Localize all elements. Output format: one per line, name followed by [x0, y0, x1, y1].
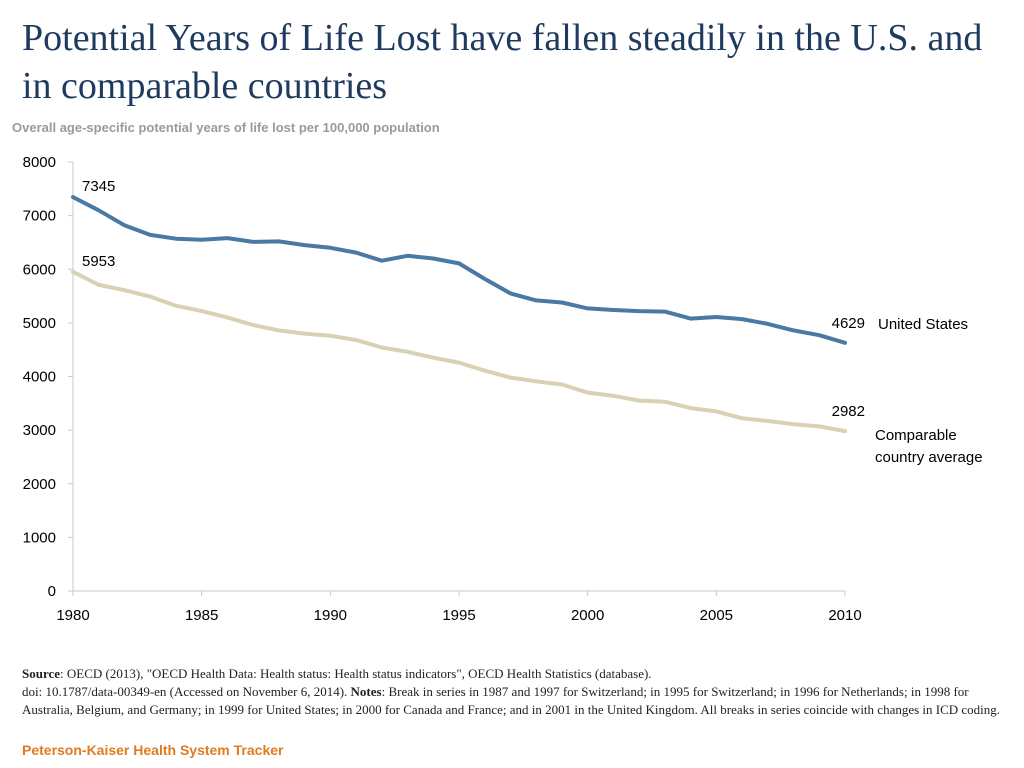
- x-tick-label: 1995: [442, 607, 475, 624]
- brand-logo-text: Peterson-Kaiser Health System Tracker: [22, 742, 284, 758]
- y-tick-label: 2000: [23, 476, 56, 493]
- y-tick-label: 5000: [23, 315, 56, 332]
- data-label-end: 4629: [832, 315, 865, 332]
- y-tick-label: 6000: [23, 261, 56, 278]
- data-label-start: 5953: [82, 253, 115, 270]
- x-tick-label: 1990: [314, 607, 347, 624]
- series-line-united-states: [71, 195, 847, 345]
- source-text: : OECD (2013), "OECD Health Data: Health…: [60, 666, 652, 681]
- x-tick-label: 2000: [571, 607, 604, 624]
- series-line-comparable-average: [71, 269, 847, 434]
- x-tick-label: 1980: [56, 607, 89, 624]
- chart-axes: 0 1000 2000 3000 4000 5000 6000 7000 8000 1980 198…: [23, 154, 862, 624]
- y-tick-label: 0: [48, 583, 56, 600]
- legend-label: United States: [878, 316, 968, 333]
- y-tick-label: 8000: [23, 154, 56, 171]
- chart-title: Potential Years of Life Lost have fallen…: [22, 17, 983, 107]
- x-tick-label: 1985: [185, 607, 218, 624]
- source-label: Source: [22, 666, 61, 681]
- y-tick-label: 4000: [23, 369, 56, 386]
- x-tick-label: 2005: [700, 607, 733, 624]
- y-tick-label: 1000: [23, 529, 56, 546]
- y-tick-label: 3000: [23, 422, 56, 439]
- chart-subtitle: Overall age-specific potential years of …: [12, 120, 440, 135]
- data-label-end: 2982: [832, 403, 865, 420]
- x-tick-label: 2010: [828, 607, 861, 624]
- legend-label: country average: [875, 449, 983, 466]
- notes-text: : Break in series in 1987 and 1997 for S…: [22, 684, 1001, 717]
- y-tick-label: 7000: [23, 208, 56, 225]
- notes-label: Notes: [350, 684, 382, 699]
- line-chart: 0 1000 2000 3000 4000 5000 6000 7000 8000 1980 198…: [23, 154, 983, 624]
- source-notes: Source: OECD (2013), "OECD Health Data: …: [22, 665, 1012, 719]
- data-label-start: 7345: [82, 178, 115, 195]
- doi-text: doi: 10.1787/data-00349-en (Accessed on …: [22, 684, 351, 699]
- legend-label: Comparable: [875, 427, 957, 444]
- chart-labels: 7345 4629 United States 5953 2982 Comparable c…: [82, 178, 983, 466]
- chart-series: [71, 195, 847, 434]
